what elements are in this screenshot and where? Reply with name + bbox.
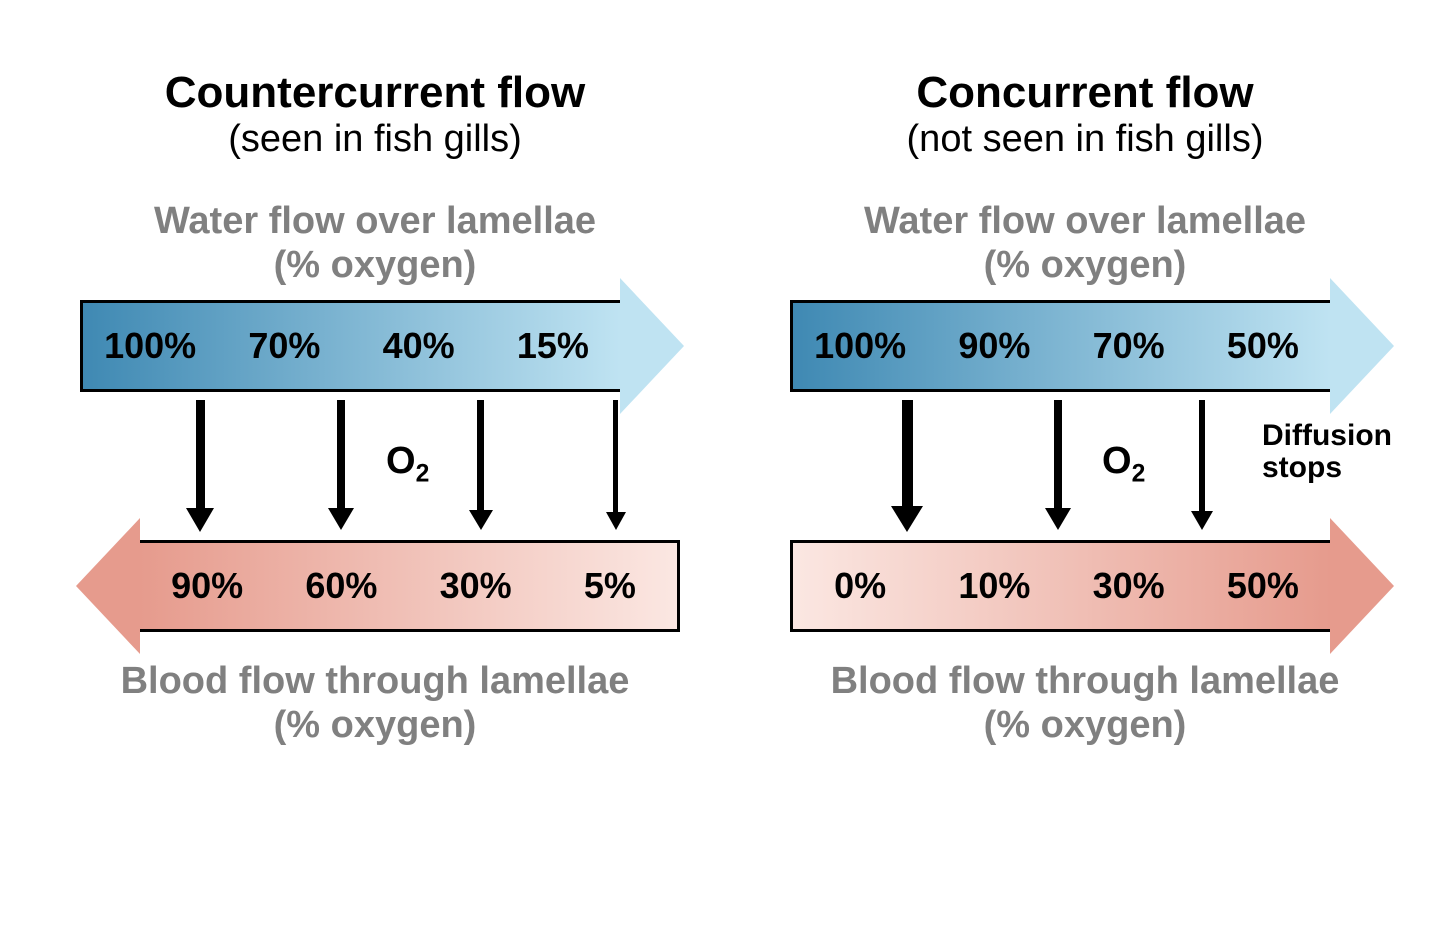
right-water-val-0: 100% [793,325,927,367]
right-diff-arrow-1-head [1045,508,1071,530]
left-diff-arrow-1-head [328,508,354,530]
left-blood-label-1: Blood flow through lamellae [60,660,690,704]
left-diff-arrow-2-head [469,510,493,530]
right-blood-val-1: 10% [927,565,1061,607]
right-diff-arrow-0 [902,400,913,508]
diffusion-stops-label: Diffusion stops [1262,420,1392,483]
diffusion-stops-line1: Diffusion [1262,419,1392,452]
right-blood-label-2: (% oxygen) [770,704,1400,748]
diffusion-stops-line2: stops [1262,451,1342,484]
left-water-arrow: 100% 70% 40% 15% [80,300,620,392]
left-diff-arrow-3-head [606,512,626,530]
right-o2-label: O2 [1102,440,1145,489]
right-diff-arrow-1 [1054,400,1062,510]
left-diff-arrow-2 [477,400,484,512]
left-blood-val-3: 5% [543,565,677,607]
left-water-val-2: 40% [352,325,486,367]
right-diff-arrow-0-head [891,506,923,532]
right-water-label-1: Water flow over lamellae [770,200,1400,244]
right-blood-arrow: 0% 10% 30% 50% [790,540,1330,632]
left-blood-label-2: (% oxygen) [60,704,690,748]
right-diff-arrow-2-head [1191,511,1213,530]
left-subtitle: (seen in fish gills) [60,118,690,161]
left-water-label-1: Water flow over lamellae [60,200,690,244]
right-blood-val-2: 30% [1062,565,1196,607]
left-title: Countercurrent flow [60,70,690,116]
left-blood-val-2: 30% [409,565,543,607]
right-water-label-2: (% oxygen) [770,244,1400,288]
left-water-arrow-head-fill [620,278,684,414]
right-blood-val-0: 0% [793,565,927,607]
left-water-val-0: 100% [83,325,217,367]
left-blood-arrow: 90% 60% 30% 5% [140,540,680,632]
right-blood-arrow-head-fill [1330,518,1394,654]
left-diff-arrow-1 [337,400,345,510]
right-title: Concurrent flow [770,70,1400,116]
right-water-arrow: 100% 90% 70% 50% [790,300,1330,392]
left-diff-arrow-0 [196,400,205,510]
left-blood-arrow-head-fill [76,518,140,654]
left-water-val-3: 15% [486,325,620,367]
left-diff-arrow-3 [613,400,618,514]
right-blood-val-3: 50% [1196,565,1330,607]
right-water-val-3: 50% [1196,325,1330,367]
diagram-stage: Countercurrent flow (seen in fish gills)… [0,0,1440,933]
right-water-val-2: 70% [1062,325,1196,367]
right-blood-label-1: Blood flow through lamellae [770,660,1400,704]
left-water-val-1: 70% [217,325,351,367]
left-water-label-2: (% oxygen) [60,244,690,288]
right-diff-arrow-2 [1199,400,1205,513]
right-subtitle: (not seen in fish gills) [770,118,1400,161]
right-water-val-1: 90% [927,325,1061,367]
left-diff-arrow-0-head [186,508,214,532]
left-o2-label: O2 [386,440,429,489]
left-blood-val-1: 60% [274,565,408,607]
left-blood-val-0: 90% [140,565,274,607]
right-water-arrow-head-fill [1330,278,1394,414]
